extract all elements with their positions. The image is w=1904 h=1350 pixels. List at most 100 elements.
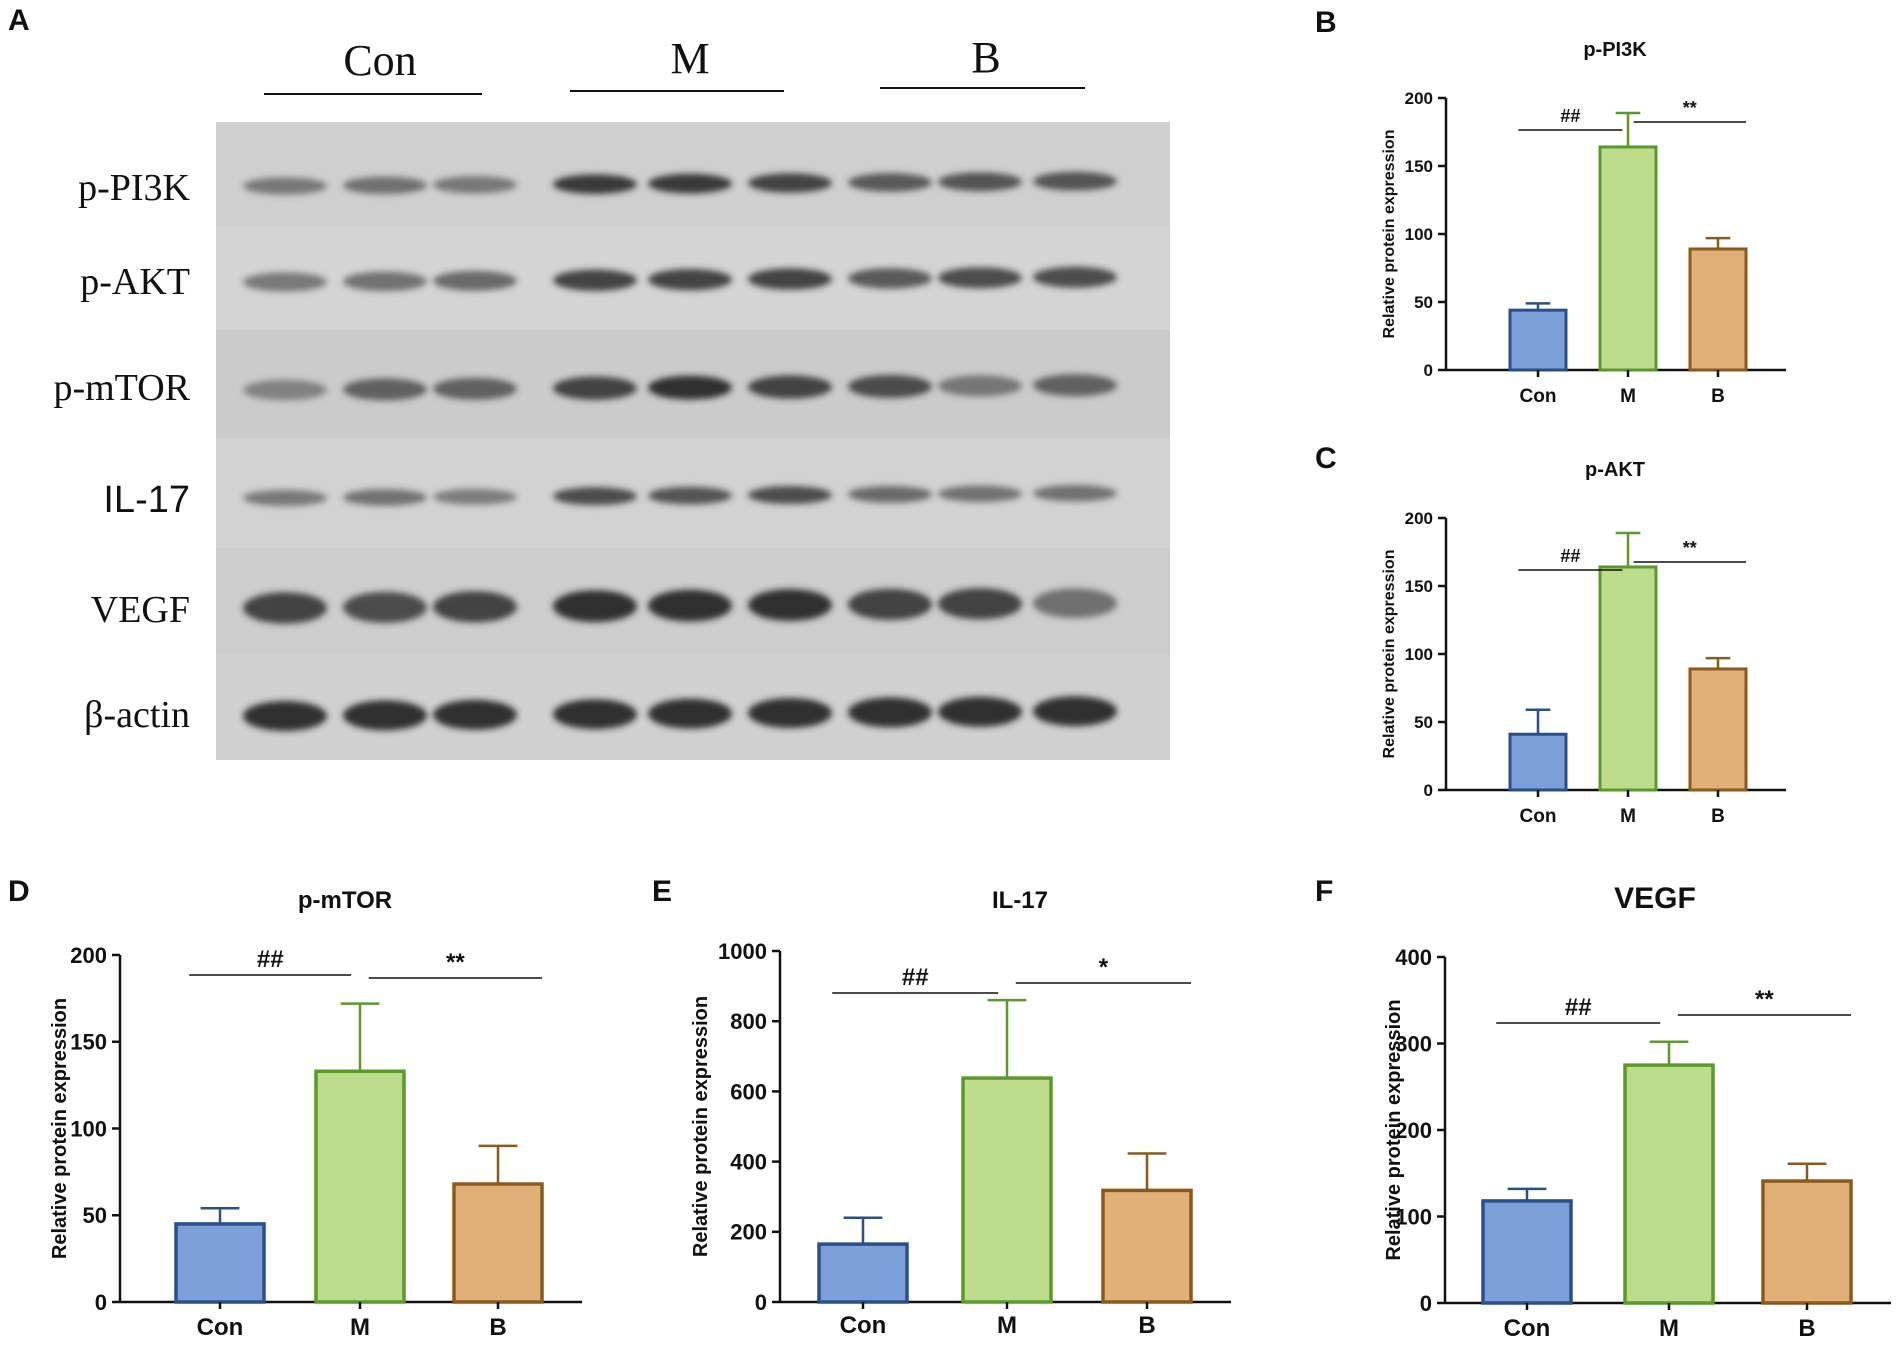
blot-band [648,698,732,729]
y-tick-label: 100 [1405,645,1433,664]
blot-band [648,268,732,291]
blot-group-label-con: Con [343,36,416,85]
blot-band [433,591,517,623]
significance-label: ## [1560,546,1580,566]
significance-label: ** [1683,98,1697,118]
blot-band [243,701,327,731]
chart-svg: p-AKT Relative protein expression 0 50 100 15… [1381,459,1786,827]
blot-band [343,591,427,623]
y-axis-label: Relative protein expression [49,998,71,1259]
panel-label-b: B [1315,6,1337,39]
y-tick-label: 150 [1405,577,1433,596]
bar-b [452,1182,544,1304]
blot-band [1033,588,1117,618]
significance-label: ** [1755,986,1774,1013]
x-tick-label: Con [1520,386,1557,407]
chart-p-pi3k: p-PI3K Relative protein expression 0 50 100 1… [1340,30,1900,430]
blot-band [553,487,637,506]
y-axis-label: Relative protein expression [1381,550,1398,759]
blot-band [848,697,932,728]
y-tick-label: 50 [1414,713,1433,732]
blot-band [553,174,637,195]
bar-b [1761,1179,1853,1305]
blot-band [1033,266,1117,288]
blot-band [748,173,832,193]
bar-b [1101,1188,1193,1304]
chart-title: IL-17 [992,887,1048,914]
blot-band [848,268,932,289]
y-tick-label: 50 [1414,293,1433,312]
chart-svg: p-mTOR Relative protein expression 0 50 100 1… [49,887,582,1341]
panel-label-a: A [8,4,30,37]
y-tick-label: 300 [1395,1031,1432,1056]
blot-row-label-vegf: VEGF [91,589,190,631]
significance-label: ** [1683,538,1697,558]
y-tick-label: 0 [1420,1291,1432,1316]
y-tick-label: 0 [95,1290,107,1315]
blot-band [343,489,427,506]
x-tick-label: B [1711,806,1725,827]
chart-p-akt: p-AKT Relative protein expression 0 50 100 15… [1340,450,1900,850]
bar-m [961,1076,1053,1304]
blot-band [748,589,832,621]
blot-band [648,375,732,400]
bar-m [1598,145,1658,372]
blot-row-label-pmtor: p-mTOR [53,367,190,409]
y-tick-label: 200 [730,1220,767,1245]
chart-title: p-AKT [1585,459,1645,481]
chart-vegf: VEGF Relative protein expression 0 100 200 30… [1325,875,1900,1345]
blot-band [343,378,427,401]
blot-group-label-m: M [670,34,709,83]
blot-bands [243,171,1117,731]
x-tick-label: M [997,1312,1017,1339]
blot-band [343,700,427,731]
blot-group-label-b: B [971,33,1000,82]
blot-band [938,485,1022,503]
x-tick-label: Con [197,1314,244,1341]
western-blot-image: Con M B p-PI3K p-AKT p-mTOR IL-17 VEGF β… [53,33,1170,760]
blot-band [243,379,327,401]
blot-row-label-ppi3k: p-PI3K [78,167,190,209]
bar-m [314,1069,406,1304]
chart-svg: IL-17 Relative protein expression 0 200 400 6… [690,887,1231,1339]
chart-p-mtor: p-mTOR Relative protein expression 0 50 100 1… [20,875,640,1345]
y-tick-label: 400 [1395,945,1432,970]
blot-band [243,177,327,195]
y-tick-label: 50 [83,1203,107,1228]
blot-band [938,588,1022,620]
y-tick-label: 150 [1405,157,1433,176]
blot-band [848,588,932,621]
y-tick-label: 600 [730,1079,767,1104]
blot-band [848,374,932,398]
blot-band [343,271,427,292]
chart-svg: p-PI3K Relative protein expression 0 50 100 1… [1381,39,1786,407]
y-tick-label: 1000 [718,939,767,964]
y-tick-label: 200 [70,943,107,968]
significance-label: ** [446,949,465,976]
y-tick-label: 100 [70,1116,107,1141]
blot-band [433,377,517,400]
chart-title: p-PI3K [1583,39,1647,61]
bar-m [1623,1063,1715,1305]
blot-band [748,268,832,290]
y-tick-label: 200 [1405,89,1433,108]
significance-label: ## [257,946,284,973]
significance-label: ## [1560,106,1580,126]
x-tick-label: Con [840,1312,887,1339]
y-axis-label: Relative protein expression [1381,130,1398,339]
bar-con [817,1242,909,1304]
bar-b [1688,667,1748,792]
x-tick-label: M [1659,1315,1679,1342]
panel-label-c: C [1315,442,1337,475]
blot-band [553,699,637,730]
panel-label-e: E [652,875,673,908]
blot-band [848,485,932,503]
y-tick-label: 100 [1395,1204,1432,1229]
significance-label: ## [902,964,929,991]
significance-label: * [1099,954,1109,981]
bar-con [1508,732,1568,792]
blot-band [433,270,517,291]
blot-band [433,699,517,730]
y-tick-label: 400 [730,1150,767,1175]
y-axis-label: Relative protein expression [1383,999,1405,1260]
